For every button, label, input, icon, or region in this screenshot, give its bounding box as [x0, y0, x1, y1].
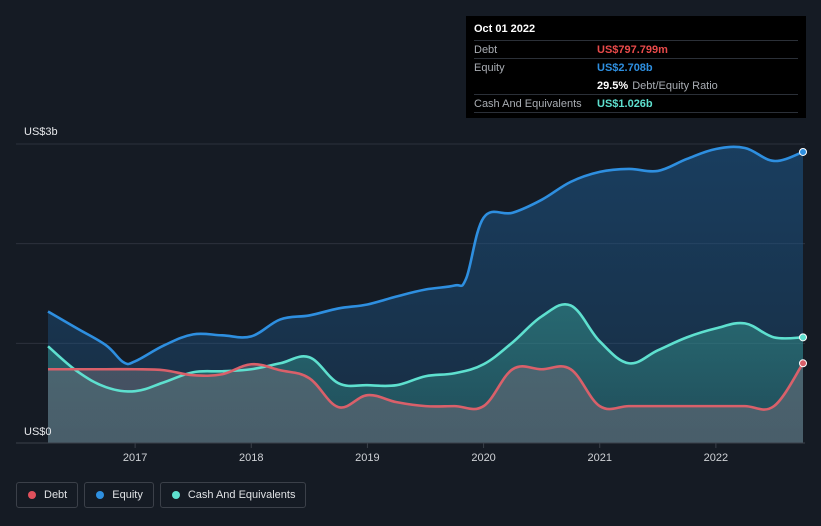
- legend-label-equity: Equity: [112, 489, 143, 501]
- tooltip-row-ratio: 29.5% Debt/Equity Ratio: [474, 76, 798, 94]
- equity-end-marker: [799, 147, 807, 156]
- series-end-markers: [799, 147, 807, 368]
- tooltip-cash-label: Cash And Equivalents: [474, 97, 582, 110]
- cash-line: [47, 303, 804, 393]
- debt-line: [48, 362, 805, 411]
- tooltip-panel: Oct 01 2022 Debt US$797.799m Equity US$2…: [466, 16, 806, 118]
- series-lines: [47, 145, 805, 411]
- series-areas: [48, 146, 803, 444]
- tooltip-row-equity: Equity US$2.708b: [474, 58, 798, 76]
- legend-item-equity[interactable]: Equity: [84, 482, 154, 508]
- legend-item-debt[interactable]: Debt: [16, 482, 79, 508]
- x-tick-label-2020: 2020: [471, 452, 495, 464]
- tooltip-debt-value: US$797.799m: [597, 43, 668, 56]
- debt-dot-icon: [28, 491, 36, 499]
- x-tick-label-2019: 2019: [355, 452, 379, 464]
- legend-item-cash[interactable]: Cash And Equivalents: [159, 482, 307, 508]
- cash-end-marker: [799, 333, 807, 342]
- legend-label-debt: Debt: [44, 489, 68, 501]
- tooltip-equity-value: US$2.708b: [597, 61, 653, 74]
- tooltip-cash-value: US$1.026b: [597, 97, 653, 110]
- x-tick-label-2017: 2017: [123, 452, 147, 464]
- debt-area: [48, 363, 803, 443]
- x-tick-label-2021: 2021: [587, 452, 611, 464]
- equity-line: [47, 145, 804, 366]
- tooltip-debt-label: Debt: [474, 43, 498, 56]
- equity-dot-icon: [96, 491, 105, 499]
- y-tick-label-bottom: US$0: [24, 426, 52, 438]
- legend-label-cash: Cash And Equivalents: [187, 489, 296, 501]
- x-tick-label-2022: 2022: [704, 452, 728, 464]
- tooltip-equity-label: Equity: [474, 61, 505, 74]
- tooltip-date: Oct 01 2022: [474, 23, 536, 35]
- tooltip-ratio-label: Debt/Equity Ratio: [632, 79, 718, 92]
- debt-end-marker: [799, 359, 807, 368]
- legend: Debt Equity Cash And Equivalents: [16, 482, 312, 508]
- tooltip-row-debt: Debt US$797.799m: [474, 40, 798, 58]
- tooltip-row-cash: Cash And Equivalents US$1.026b: [474, 94, 798, 113]
- y-tick-label-top: US$3b: [24, 126, 58, 138]
- cash-dot-icon: [171, 491, 180, 499]
- x-tick-labels: 2017 2018 2019 2020 2021 2022: [123, 443, 728, 464]
- x-tick-label-2018: 2018: [239, 452, 263, 464]
- tooltip-ratio-value: 29.5%: [597, 79, 629, 92]
